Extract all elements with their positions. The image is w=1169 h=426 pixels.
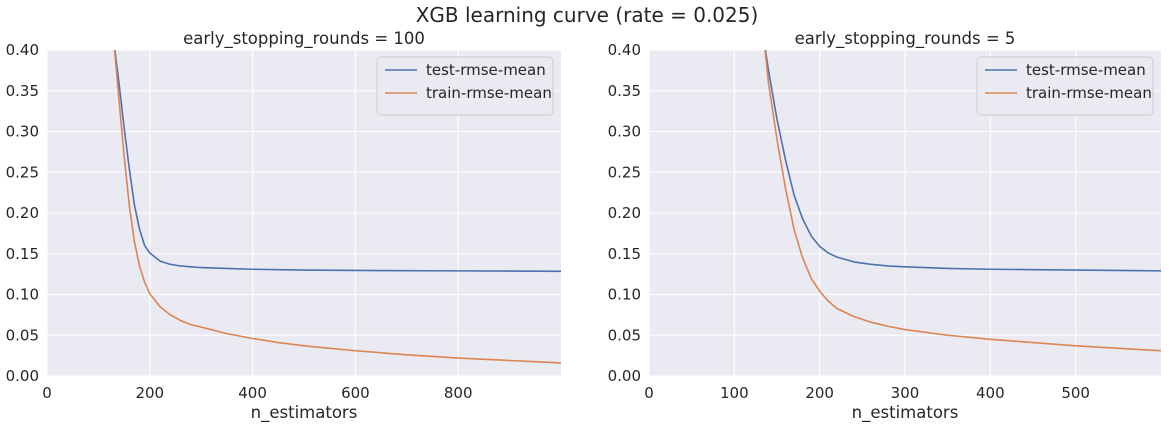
left-y-tick-label: 0.30 [6, 123, 39, 141]
left-legend: test-rmse-mean train-rmse-mean [376, 56, 554, 116]
left-y-tick-label: 0.35 [6, 82, 39, 100]
left-y-tick-label: 0.25 [6, 163, 39, 181]
right-x-tick-label: 400 [976, 384, 1005, 402]
left-series-line-train [113, 50, 561, 364]
right-chart-panel: 0 100 200 300 400 500 0.00 0.05 0.10 0.15 0.20 0.25… [608, 29, 1161, 423]
left-y-tick-label: 0.40 [6, 41, 39, 59]
left-chart-xlabel: n_estimators [251, 403, 358, 423]
right-series-line-test [764, 50, 1161, 272]
right-y-tick-label: 0.20 [608, 204, 641, 222]
left-series-line-test [114, 50, 561, 273]
right-y-tick-label: 0.05 [608, 326, 641, 344]
right-y-tick-label: 0.35 [608, 82, 641, 100]
right-legend: test-rmse-mean train-rmse-mean [976, 56, 1154, 116]
right-y-tick-label: 0.25 [608, 163, 641, 181]
right-y-tick-label: 0.30 [608, 123, 641, 141]
left-y-tick-label: 0.00 [6, 367, 39, 385]
right-y-tick-label: 0.00 [608, 367, 641, 385]
right-x-tick-label: 500 [1061, 384, 1090, 402]
figure-title: XGB learning curve (rate = 0.025) [416, 3, 759, 27]
left-y-tick-label: 0.05 [6, 326, 39, 344]
right-y-tick-label: 0.15 [608, 245, 641, 263]
left-chart-title: early_stopping_rounds = 100 [183, 29, 425, 49]
right-legend-label-train: train-rmse-mean [1026, 84, 1152, 102]
left-legend-label-test: test-rmse-mean [426, 61, 546, 79]
right-x-tick-label: 300 [891, 384, 920, 402]
right-legend-box [976, 56, 1154, 116]
left-x-tick-label: 400 [238, 384, 267, 402]
left-x-tick-label: 800 [444, 384, 473, 402]
left-chart-panel: 0 200 400 600 800 0.00 0.05 0.10 0.15 0.20 0.25 0.3… [6, 29, 561, 423]
left-x-tick-label: 200 [135, 384, 164, 402]
left-y-tick-label: 0.10 [6, 286, 39, 304]
right-x-tick-label: 100 [720, 384, 749, 402]
right-series-line-train [764, 50, 1161, 352]
right-chart-title: early_stopping_rounds = 5 [795, 29, 1016, 49]
right-y-tick-label: 0.40 [608, 41, 641, 59]
left-y-tick-label: 0.20 [6, 204, 39, 222]
right-x-tick-label: 200 [805, 384, 834, 402]
right-x-tick-label: 0 [644, 384, 654, 402]
right-legend-label-test: test-rmse-mean [1026, 61, 1146, 79]
left-y-tick-label: 0.15 [6, 245, 39, 263]
left-x-tick-label: 0 [42, 384, 52, 402]
left-x-tick-label: 600 [341, 384, 370, 402]
right-chart-xlabel: n_estimators [852, 403, 959, 423]
left-legend-box [376, 56, 554, 116]
right-y-tick-label: 0.10 [608, 286, 641, 304]
left-legend-label-train: train-rmse-mean [426, 84, 552, 102]
